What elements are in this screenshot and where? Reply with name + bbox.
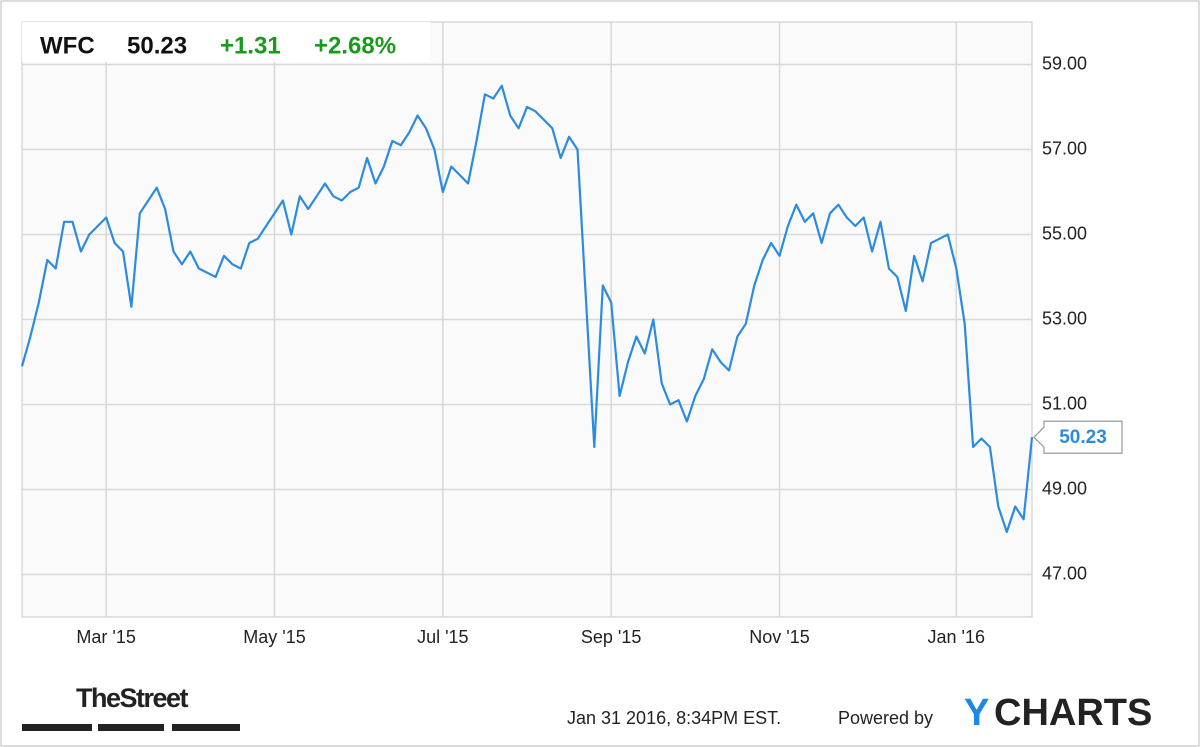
x-tick-label: Jul '15 [417, 627, 468, 647]
last-value-label: 50.23 [1059, 427, 1107, 448]
last-value-box [1033, 420, 1123, 454]
logo-bar [22, 724, 92, 731]
y-tick-label: 53.00 [1042, 308, 1087, 328]
x-tick-label: Jan '16 [928, 627, 985, 647]
y-tick-label: 51.00 [1042, 393, 1087, 413]
x-tick-label: May '15 [243, 627, 305, 647]
y-tick-label: 57.00 [1042, 138, 1087, 158]
brand-rest: CHARTS [994, 692, 1152, 734]
logo-bar [98, 724, 164, 731]
y-tick-label: 55.00 [1042, 223, 1087, 243]
price-line [20, 84, 1034, 534]
header-box [22, 22, 430, 62]
change: +1.31 [220, 32, 281, 59]
timestamp: Jan 31 2016, 8:34PM EST. [567, 708, 781, 728]
source-logo: TheStreet [76, 683, 189, 713]
change-pct: +2.68% [314, 32, 396, 59]
ticker: WFC [40, 32, 95, 59]
y-tick-label: 49.00 [1042, 478, 1087, 498]
y-tick-label: 47.00 [1042, 563, 1087, 583]
brand-y: Y [964, 692, 989, 734]
logo-bar [172, 724, 240, 731]
price: 50.23 [127, 32, 187, 59]
x-tick-label: Sep '15 [581, 627, 642, 647]
y-tick-label: 59.00 [1042, 53, 1087, 73]
x-tick-label: Mar '15 [76, 627, 135, 647]
powered-by: Powered by [838, 708, 933, 728]
x-tick-label: Nov '15 [749, 627, 809, 647]
